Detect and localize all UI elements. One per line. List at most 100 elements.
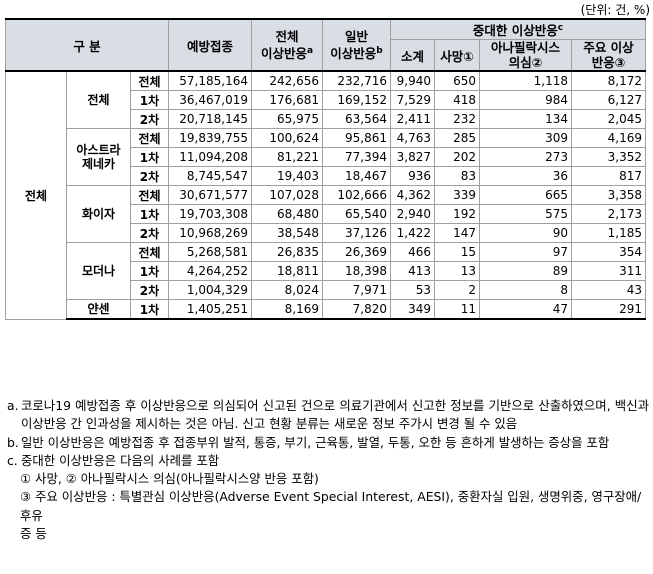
header-death: 사망① bbox=[434, 39, 480, 72]
header-major: 주요 이상 반응③ bbox=[571, 39, 646, 72]
cell-general: 18,398 bbox=[322, 261, 391, 281]
footnote-c-item-1: ① 사망, ② 아나필락시스 의심(아나필락시스양 반응 포함) bbox=[20, 471, 319, 487]
cell-vaccinations: 1,004,329 bbox=[168, 280, 252, 300]
cell-anaphylaxis: 575 bbox=[479, 204, 572, 224]
cell-general: 232,716 bbox=[322, 70, 391, 91]
cell-vaccinations: 5,268,581 bbox=[168, 242, 252, 262]
cell-general: 65,540 bbox=[322, 204, 391, 224]
cell-anaphylaxis: 90 bbox=[479, 223, 572, 243]
vaccine-astrazeneca: 아스트라 제네카 bbox=[66, 128, 131, 186]
adverse-reaction-table: 구 분 예방접종 전체 이상반응a 일반 이상반응b 중대한 이상반응c 소계 … bbox=[5, 18, 646, 320]
cell-general: 102,666 bbox=[322, 185, 391, 205]
dose-label: 1차 bbox=[130, 204, 169, 224]
cell-total: 8,169 bbox=[251, 299, 323, 320]
dose-label: 1차 bbox=[130, 299, 169, 320]
dose-label: 전체 bbox=[130, 70, 169, 91]
cell-general: 77,394 bbox=[322, 147, 391, 167]
cell-vaccinations: 19,703,308 bbox=[168, 204, 252, 224]
cell-major: 8,172 bbox=[571, 70, 646, 91]
header-general-reactions: 일반 이상반응b bbox=[322, 18, 391, 72]
cell-anaphylaxis: 1,118 bbox=[479, 70, 572, 91]
vaccine-janssen: 얀센 bbox=[66, 299, 131, 320]
group-label: 전체 bbox=[5, 70, 67, 320]
cell-subtotal: 9,940 bbox=[390, 70, 435, 91]
cell-vaccinations: 11,094,208 bbox=[168, 147, 252, 167]
dose-label: 전체 bbox=[130, 185, 169, 205]
cell-total: 100,624 bbox=[251, 128, 323, 148]
cell-death: 232 bbox=[434, 109, 480, 129]
cell-anaphylaxis: 984 bbox=[479, 90, 572, 110]
dose-label: 1차 bbox=[130, 261, 169, 281]
cell-subtotal: 349 bbox=[390, 299, 435, 320]
cell-anaphylaxis: 134 bbox=[479, 109, 572, 129]
cell-general: 7,971 bbox=[322, 280, 391, 300]
cell-total: 107,028 bbox=[251, 185, 323, 205]
dose-label: 전체 bbox=[130, 128, 169, 148]
cell-anaphylaxis: 273 bbox=[479, 147, 572, 167]
cell-general: 169,152 bbox=[322, 90, 391, 110]
cell-subtotal: 1,422 bbox=[390, 223, 435, 243]
cell-total: 81,221 bbox=[251, 147, 323, 167]
footnote-text: 코로나19 예방접종 후 이상반응으로 의심되어 신고된 건으로 의료기관에서 … bbox=[21, 398, 649, 432]
cell-death: 147 bbox=[434, 223, 480, 243]
vaccine-pfizer: 화이자 bbox=[66, 185, 131, 243]
cell-anaphylaxis: 36 bbox=[479, 166, 572, 186]
footnote-c: c. 중대한 이상반응은 다음의 사례를 포함 bbox=[7, 452, 649, 470]
cell-death: 15 bbox=[434, 242, 480, 262]
cell-vaccinations: 19,839,755 bbox=[168, 128, 252, 148]
footnote-text: 중대한 이상반응은 다음의 사례를 포함 bbox=[21, 452, 220, 468]
cell-anaphylaxis: 97 bbox=[479, 242, 572, 262]
cell-death: 83 bbox=[434, 166, 480, 186]
cell-subtotal: 413 bbox=[390, 261, 435, 281]
footnote-c-item-3-cont: 증 등 bbox=[20, 526, 47, 542]
cell-total: 65,975 bbox=[251, 109, 323, 129]
cell-total: 18,811 bbox=[251, 261, 323, 281]
footnote-b: b. 일반 이상반응은 예방접종 후 접종부위 발적, 통증, 부기, 근육통,… bbox=[7, 434, 649, 452]
footnote-c-item-3: ③ 주요 이상반응 : 특별관심 이상반응(Adverse Event Spec… bbox=[20, 489, 642, 523]
footnotes: a. 코로나19 예방접종 후 이상반응으로 의심되어 신고된 건으로 의료기관… bbox=[7, 397, 649, 543]
header-serious-reactions: 중대한 이상반응c bbox=[390, 18, 646, 40]
cell-death: 202 bbox=[434, 147, 480, 167]
unit-label: (단위: 건, %) bbox=[580, 3, 650, 17]
cell-major: 2,173 bbox=[571, 204, 646, 224]
cell-anaphylaxis: 665 bbox=[479, 185, 572, 205]
cell-major: 291 bbox=[571, 299, 646, 320]
cell-total: 8,024 bbox=[251, 280, 323, 300]
cell-major: 3,358 bbox=[571, 185, 646, 205]
header-subtotal: 소계 bbox=[390, 39, 435, 72]
dose-label: 1차 bbox=[130, 147, 169, 167]
cell-major: 2,045 bbox=[571, 109, 646, 129]
dose-label: 2차 bbox=[130, 280, 169, 300]
cell-total: 176,681 bbox=[251, 90, 323, 110]
cell-major: 311 bbox=[571, 261, 646, 281]
cell-general: 26,369 bbox=[322, 242, 391, 262]
cell-vaccinations: 57,185,164 bbox=[168, 70, 252, 91]
cell-general: 18,467 bbox=[322, 166, 391, 186]
cell-vaccinations: 30,671,577 bbox=[168, 185, 252, 205]
vaccine-moderna: 모더나 bbox=[66, 242, 131, 300]
cell-death: 339 bbox=[434, 185, 480, 205]
cell-major: 354 bbox=[571, 242, 646, 262]
cell-subtotal: 936 bbox=[390, 166, 435, 186]
header-category: 구 분 bbox=[5, 18, 169, 72]
cell-death: 285 bbox=[434, 128, 480, 148]
cell-death: 192 bbox=[434, 204, 480, 224]
cell-total: 26,835 bbox=[251, 242, 323, 262]
footnote-label: b. bbox=[7, 434, 19, 450]
dose-label: 2차 bbox=[130, 166, 169, 186]
cell-major: 6,127 bbox=[571, 90, 646, 110]
footnote-label: a. bbox=[7, 398, 19, 413]
cell-general: 63,564 bbox=[322, 109, 391, 129]
cell-major: 43 bbox=[571, 280, 646, 300]
cell-death: 11 bbox=[434, 299, 480, 320]
cell-death: 13 bbox=[434, 261, 480, 281]
footnote-a: a. 코로나19 예방접종 후 이상반응으로 의심되어 신고된 건으로 의료기관… bbox=[7, 397, 649, 434]
cell-subtotal: 53 bbox=[390, 280, 435, 300]
cell-subtotal: 7,529 bbox=[390, 90, 435, 110]
cell-subtotal: 2,940 bbox=[390, 204, 435, 224]
cell-anaphylaxis: 309 bbox=[479, 128, 572, 148]
dose-label: 2차 bbox=[130, 109, 169, 129]
header-total-reactions: 전체 이상반응a bbox=[251, 18, 323, 72]
cell-subtotal: 4,362 bbox=[390, 185, 435, 205]
cell-subtotal: 3,827 bbox=[390, 147, 435, 167]
